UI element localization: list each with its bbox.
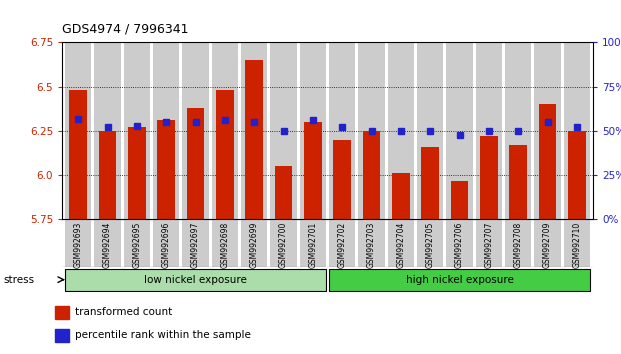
Bar <box>388 219 414 267</box>
Text: GSM992696: GSM992696 <box>161 222 171 268</box>
Bar <box>55 306 70 319</box>
Bar <box>241 219 268 267</box>
Text: GSM992694: GSM992694 <box>103 222 112 268</box>
Bar <box>443 42 446 219</box>
Bar <box>153 219 179 267</box>
Bar <box>94 219 120 267</box>
Bar <box>417 219 443 267</box>
Bar <box>476 42 502 219</box>
Bar <box>358 42 385 219</box>
Bar <box>268 42 270 219</box>
Bar <box>150 42 153 219</box>
Text: GSM992701: GSM992701 <box>309 222 317 268</box>
Bar <box>120 42 124 219</box>
Bar <box>124 219 150 267</box>
Text: stress: stress <box>3 275 34 285</box>
Bar <box>476 219 502 267</box>
Text: GSM992705: GSM992705 <box>426 222 435 268</box>
Bar <box>509 145 527 219</box>
Text: GSM992698: GSM992698 <box>220 222 229 268</box>
Text: GSM992695: GSM992695 <box>132 222 142 268</box>
Text: GSM992710: GSM992710 <box>573 222 581 268</box>
Bar <box>124 42 150 219</box>
Bar <box>564 42 590 219</box>
Text: transformed count: transformed count <box>75 307 172 318</box>
Bar <box>329 42 355 219</box>
Bar <box>209 42 212 219</box>
Bar <box>179 42 183 219</box>
Bar <box>392 173 410 219</box>
Text: GSM992693: GSM992693 <box>74 222 83 268</box>
Bar <box>385 42 388 219</box>
Bar <box>329 268 590 291</box>
Text: GSM992709: GSM992709 <box>543 222 552 268</box>
Bar <box>94 42 120 219</box>
Bar <box>65 219 91 267</box>
Bar <box>329 219 355 267</box>
Bar <box>326 42 329 219</box>
Text: GSM992699: GSM992699 <box>250 222 259 268</box>
Bar <box>270 219 297 267</box>
Bar <box>91 42 94 219</box>
Bar <box>539 104 556 219</box>
Text: GSM992700: GSM992700 <box>279 222 288 268</box>
Text: GSM992702: GSM992702 <box>338 222 347 268</box>
Bar <box>446 42 473 219</box>
Bar <box>241 42 268 219</box>
Bar <box>561 42 564 219</box>
Bar <box>245 60 263 219</box>
Bar <box>451 181 468 219</box>
Text: low nickel exposure: low nickel exposure <box>144 275 247 285</box>
Bar <box>502 42 505 219</box>
Bar <box>187 108 204 219</box>
Bar <box>480 136 497 219</box>
Bar <box>216 90 233 219</box>
Bar <box>358 219 385 267</box>
Bar <box>422 147 439 219</box>
Text: high nickel exposure: high nickel exposure <box>406 275 514 285</box>
Bar <box>238 42 241 219</box>
Bar <box>417 42 443 219</box>
Bar <box>473 42 476 219</box>
Bar <box>446 219 473 267</box>
Bar <box>274 166 292 219</box>
Bar <box>388 42 414 219</box>
Bar <box>158 120 175 219</box>
Text: percentile rank within the sample: percentile rank within the sample <box>75 330 251 341</box>
Bar <box>414 42 417 219</box>
Bar <box>535 42 561 219</box>
Bar <box>270 42 297 219</box>
Bar <box>505 42 532 219</box>
Bar <box>300 219 326 267</box>
Bar <box>153 42 179 219</box>
Bar <box>212 219 238 267</box>
Bar <box>183 42 209 219</box>
Text: GSM992708: GSM992708 <box>514 222 523 268</box>
Bar <box>99 131 116 219</box>
Text: GSM992703: GSM992703 <box>367 222 376 268</box>
Bar <box>65 268 326 291</box>
Bar <box>363 131 381 219</box>
Bar <box>183 219 209 267</box>
Bar <box>304 122 322 219</box>
Bar <box>355 42 358 219</box>
Text: GSM992706: GSM992706 <box>455 222 464 268</box>
Text: GSM992707: GSM992707 <box>484 222 494 268</box>
Bar <box>568 131 586 219</box>
Bar <box>297 42 300 219</box>
Bar <box>564 219 590 267</box>
Bar <box>505 219 532 267</box>
Bar <box>65 42 91 219</box>
Bar <box>535 219 561 267</box>
Bar <box>128 127 146 219</box>
Text: GSM992704: GSM992704 <box>396 222 406 268</box>
Bar <box>70 90 87 219</box>
Bar <box>212 42 238 219</box>
Bar <box>55 329 70 342</box>
Bar <box>532 42 535 219</box>
Bar <box>333 140 351 219</box>
Text: GSM992697: GSM992697 <box>191 222 200 268</box>
Text: GDS4974 / 7996341: GDS4974 / 7996341 <box>62 22 189 35</box>
Bar <box>300 42 326 219</box>
